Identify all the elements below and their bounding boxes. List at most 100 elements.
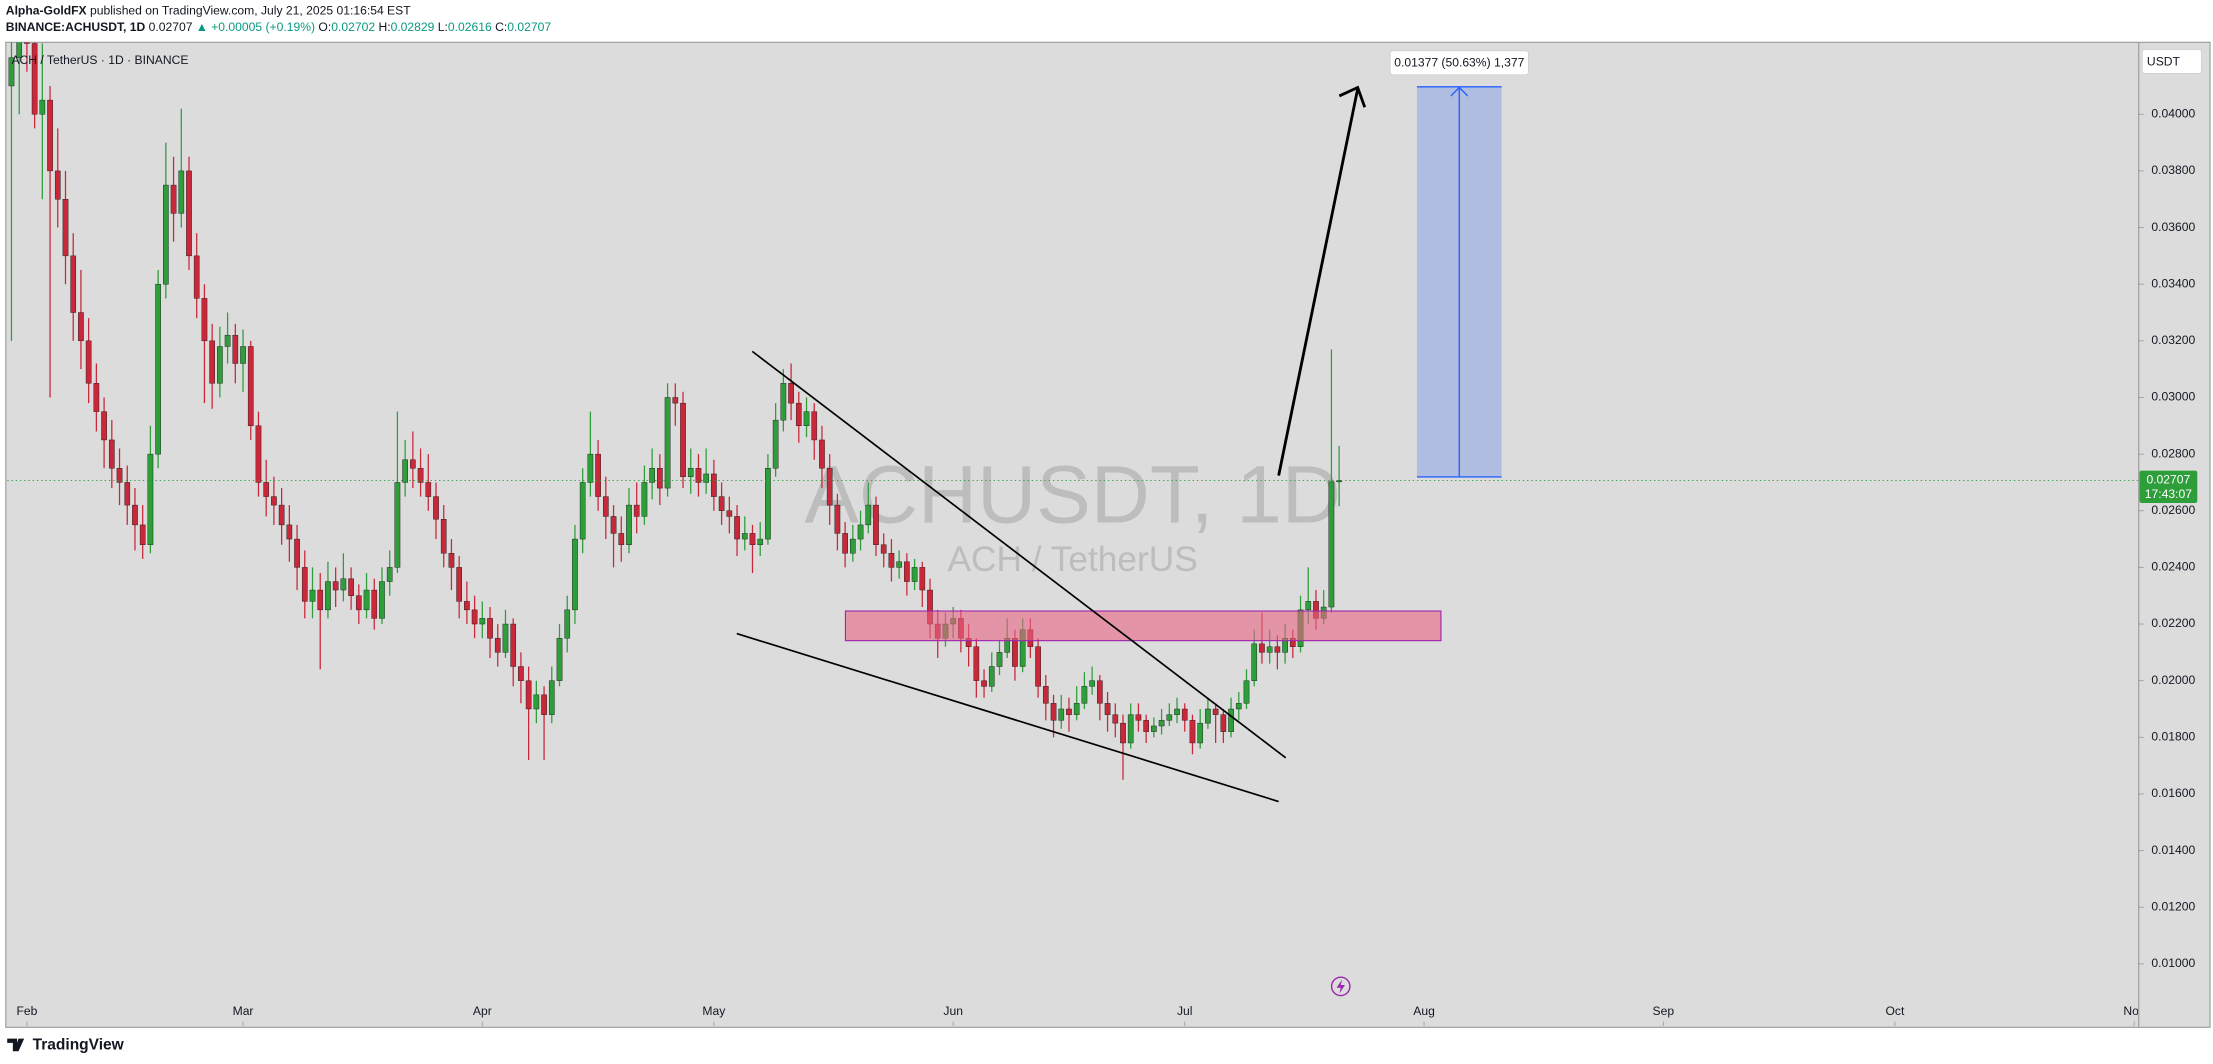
y-tick-label: 0.03600 <box>2151 220 2195 234</box>
zone-rectangle[interactable] <box>844 610 1442 642</box>
candle-body <box>78 312 84 342</box>
ohlc-key: O: <box>318 20 331 34</box>
footer: TradingView <box>33 1037 125 1054</box>
countdown: 17:43:07 <box>2145 487 2192 501</box>
candle-body <box>888 553 895 568</box>
candle-body <box>8 57 15 87</box>
x-tick-label: May <box>702 1004 726 1018</box>
candle-body <box>610 516 617 534</box>
candle-body <box>263 482 270 497</box>
x-tick-label: Oct <box>1885 1004 1904 1018</box>
candle-body <box>217 346 223 384</box>
candle-body <box>981 680 987 687</box>
candle-body <box>1042 686 1049 704</box>
candle-body <box>85 340 92 384</box>
candle-body <box>664 397 671 489</box>
candle-body <box>718 496 725 511</box>
candle-body <box>711 473 717 497</box>
y-tick-label: 0.02800 <box>2151 446 2195 460</box>
candle-body <box>1228 708 1234 732</box>
candle-body <box>1073 703 1080 715</box>
watermark-subtitle: ACH / TetherUS <box>948 540 1198 579</box>
candle-body <box>309 589 316 602</box>
candle-body <box>641 482 648 517</box>
candle-body <box>317 589 324 611</box>
candle-body <box>464 601 470 611</box>
candle-body <box>278 504 285 526</box>
candle-body <box>425 482 432 497</box>
candle-body <box>1058 708 1065 721</box>
plot <box>7 42 2139 780</box>
published: published on TradingView.com, July 21, 2… <box>90 3 411 17</box>
y-tick-label: 0.03000 <box>2151 390 2195 404</box>
y-tick-label: 0.02200 <box>2151 616 2195 630</box>
x-tick-label: Jul <box>1177 1004 1193 1018</box>
candle-body <box>70 255 77 313</box>
candle-body <box>39 99 46 115</box>
candle-body <box>101 411 107 441</box>
candle-body <box>201 298 208 342</box>
candle-body <box>24 42 30 44</box>
candle-body <box>880 544 887 554</box>
candle-body <box>911 567 918 582</box>
candle-body <box>1336 480 1342 483</box>
candle-body <box>417 468 424 483</box>
last-price-badge <box>2139 470 2198 504</box>
candle-body <box>1120 722 1126 744</box>
candle-body <box>657 468 663 489</box>
candle-body <box>410 459 416 469</box>
currency-button[interactable] <box>2141 48 2202 74</box>
candle-body <box>672 397 679 404</box>
candle-body <box>741 533 748 540</box>
candle-body <box>1181 708 1188 721</box>
candle-body <box>1266 646 1273 653</box>
x-tick-label: Nov <box>2123 1004 2145 1018</box>
ohlc-value: 0.02616 <box>448 20 492 34</box>
candle-body <box>209 340 215 384</box>
candle-body <box>1166 714 1173 721</box>
candle-body <box>904 561 910 582</box>
candle-body <box>587 453 594 483</box>
target-label: 0.01377 (50.63%) 1,377 <box>1394 56 1524 70</box>
candle-body <box>139 524 146 545</box>
candle-body <box>31 43 38 115</box>
trend-line[interactable] <box>751 350 1287 759</box>
last-price-label: 0.02707 <box>2146 473 2190 487</box>
candle-body <box>1259 643 1265 653</box>
candle-body <box>819 439 825 469</box>
candle-body <box>703 473 710 483</box>
drawings: 0.01377 (50.63%) 1,377 <box>736 50 1529 997</box>
candle-body <box>47 99 53 172</box>
x-tick-label: Apr <box>473 1004 492 1018</box>
candle-body <box>16 42 23 58</box>
x-tick-label: Mar <box>233 1004 254 1018</box>
candle-body <box>448 553 455 568</box>
candle-body <box>548 680 555 715</box>
candle-body <box>518 666 524 681</box>
candle-body <box>471 609 478 625</box>
candle-body <box>525 680 532 710</box>
y-tick-label: 0.02400 <box>2151 560 2195 574</box>
candle-body <box>873 504 879 545</box>
trend-line[interactable] <box>736 632 1279 803</box>
ohlc-value: 0.02702 <box>331 20 375 34</box>
candle-body <box>487 618 493 639</box>
candle-body <box>541 694 547 715</box>
event-icon[interactable] <box>1330 976 1351 997</box>
candle-body <box>772 419 779 469</box>
candle-body <box>780 383 787 421</box>
candle-body <box>247 346 254 427</box>
candle-body <box>795 402 802 427</box>
candle-body <box>394 482 401 568</box>
candle-body <box>595 453 601 497</box>
candle-body <box>170 184 177 214</box>
change: ▲ +0.00005 (+0.19%) <box>196 20 315 34</box>
y-tick-label: 0.03800 <box>2151 163 2195 177</box>
candle-body <box>386 567 393 582</box>
x-tick-label: Jun <box>943 1004 963 1018</box>
candle-body <box>1274 646 1281 653</box>
arrow[interactable] <box>1277 88 1360 476</box>
candle-body <box>286 524 293 540</box>
candle-body <box>124 482 131 506</box>
